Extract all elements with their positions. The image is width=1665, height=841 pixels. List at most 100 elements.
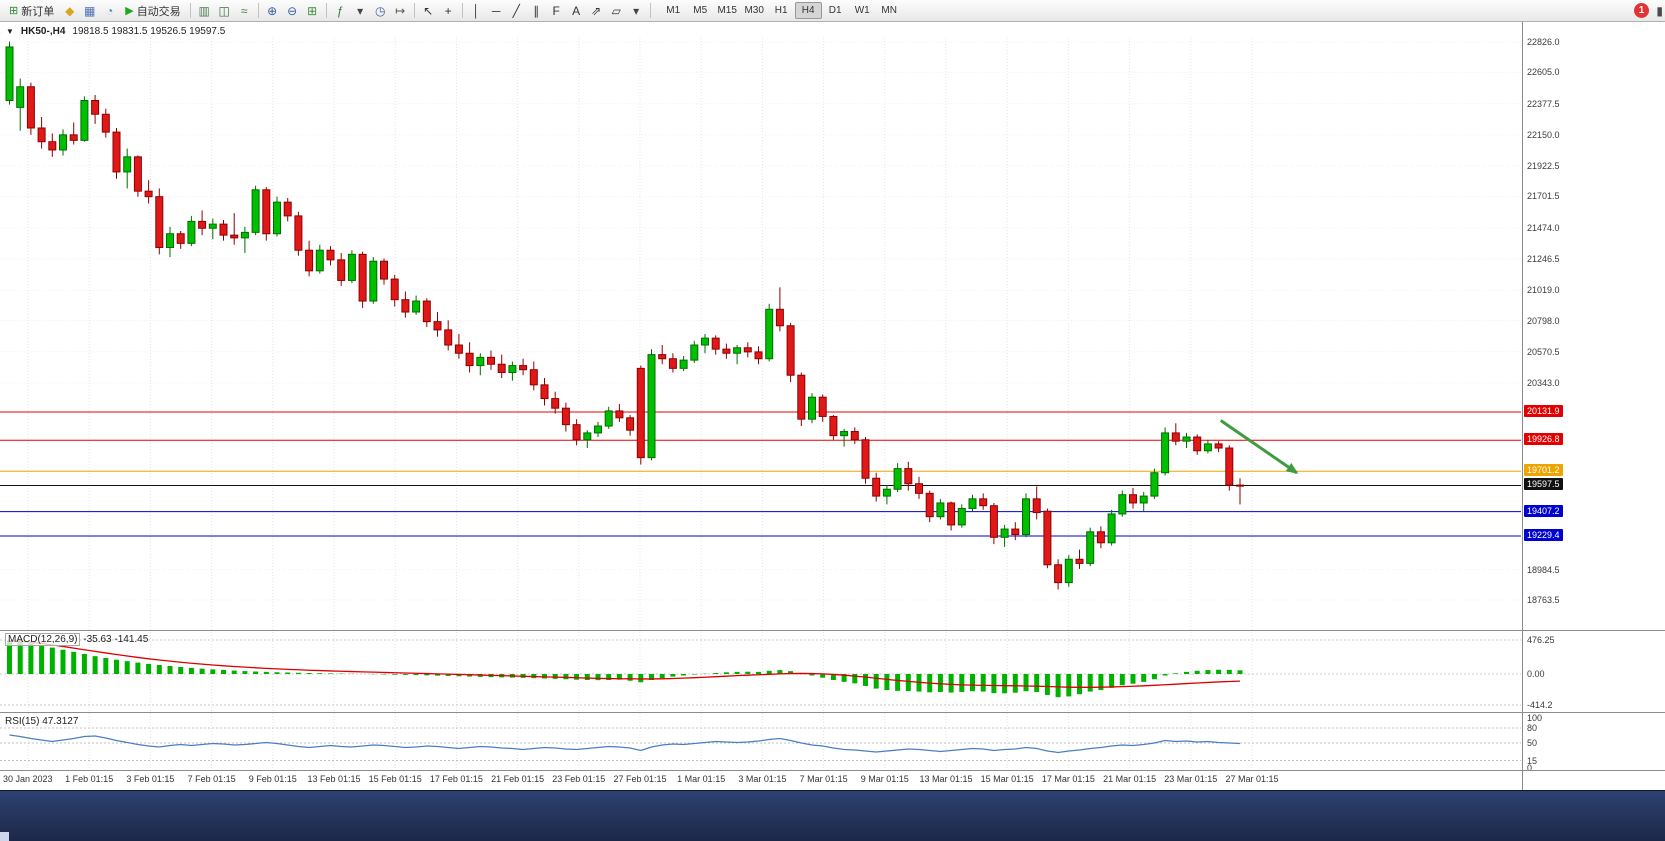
price-tick: 18984.5	[1527, 564, 1560, 575]
new-order-button[interactable]: ⊞ 新订单	[4, 2, 59, 20]
timeframe-buttons: M1 M5 M15 M30 H1 H4 D1 W1 MN	[660, 2, 903, 19]
profiles-icon[interactable]: ◆	[65, 3, 75, 18]
new-order-icon: ⊞	[9, 5, 19, 17]
period-icon[interactable]: ◷	[374, 3, 386, 18]
time-label: 17 Feb 01:15	[429, 774, 483, 784]
price-tick: 20798.0	[1527, 315, 1560, 326]
rsi-axis-label: 50	[1527, 738, 1538, 748]
toolbar-separator	[189, 3, 191, 18]
channel-icon[interactable]: ∥	[533, 3, 540, 18]
time-label: 15 Mar 01:15	[980, 774, 1034, 784]
price-tick: 22150.0	[1527, 129, 1560, 140]
macd-axis-label: 476.25	[1527, 635, 1555, 645]
price-tick: 22377.5	[1527, 98, 1560, 109]
price-tick: 21246.5	[1527, 253, 1560, 264]
rsi-value: 47.3127	[42, 716, 79, 727]
macd-name: MACD(12,26,9)	[5, 633, 81, 646]
timeframe-h1[interactable]: H1	[774, 5, 788, 16]
text-icon[interactable]: A	[572, 3, 581, 18]
ohlc-values: 19818.5 19831.5 19526.5 19597.5	[72, 26, 226, 37]
price-tick: 21474.0	[1527, 222, 1560, 233]
trend-arrow-annotation[interactable]	[1219, 419, 1299, 474]
shapes-icon[interactable]: ▱	[611, 3, 621, 18]
time-label: 17 Mar 01:15	[1041, 774, 1095, 784]
vertical-line-icon[interactable]: │	[472, 3, 480, 18]
charts-window-icon[interactable]: ▦	[84, 3, 96, 18]
price-tag: 19597.5	[1524, 478, 1563, 491]
panel-divider-macd[interactable]	[0, 630, 1665, 631]
symbol-period: HK50-,H4	[20, 26, 66, 37]
panel-divider-timeaxis	[0, 770, 1665, 771]
auto-trading-button[interactable]: ▶ 自动交易	[120, 2, 185, 20]
indicators-dropdown-icon[interactable]: ▾	[357, 3, 364, 18]
refresh-icon[interactable]: ◔	[106, 3, 114, 18]
zoom-in-icon[interactable]: ⊕	[267, 3, 278, 18]
crosshair-icon[interactable]: +	[444, 3, 452, 18]
rsi-name: RSI(15)	[5, 716, 40, 727]
cursor-icon[interactable]: ↖	[423, 3, 434, 18]
timeframe-m30[interactable]: M30	[744, 5, 764, 16]
price-tick: 20570.5	[1527, 346, 1560, 357]
fibonacci-icon[interactable]: F	[552, 3, 560, 18]
bottom-panel	[0, 790, 1665, 841]
toolbar-separator	[461, 3, 463, 18]
trendline-icon[interactable]: ╱	[512, 3, 520, 18]
price-tag: 19701.2	[1524, 464, 1563, 477]
rsi-axis-label: 15	[1527, 755, 1538, 766]
level-lines	[0, 411, 1521, 537]
resize-grip[interactable]	[0, 832, 9, 841]
candles	[5, 41, 1244, 590]
time-label: 9 Feb 01:15	[248, 774, 297, 784]
indicators-icon[interactable]: ƒ	[336, 3, 344, 18]
macd-label[interactable]: MACD(12,26,9) -35.63 -141.45	[5, 633, 149, 646]
macd-plot	[7, 640, 1243, 698]
candlestick-chart-icon[interactable]: ◫	[218, 3, 230, 18]
time-label: 1 Feb 01:15	[65, 774, 114, 784]
collapse-icon[interactable]: ▼	[6, 27, 14, 36]
notification-badge[interactable]: 1	[1634, 3, 1649, 18]
time-axis[interactable]: 30 Jan 2023 1 Feb 01:15 3 Feb 01:15 7 Feb 0…	[0, 774, 1521, 788]
auto-trading-button-label: 自动交易	[136, 5, 181, 18]
rsi-plot	[9, 734, 1241, 754]
bar-chart-icon[interactable]: ▥	[198, 3, 210, 18]
arrows-icon[interactable]: ⇗	[591, 3, 602, 18]
chart-shift-icon[interactable]: ↦	[395, 3, 406, 18]
timeframe-m15[interactable]: M15	[717, 5, 737, 16]
time-label: 7 Feb 01:15	[187, 774, 236, 784]
rsi-axis-label: 0	[1527, 763, 1533, 773]
timeframe-h4[interactable]: H4	[794, 2, 822, 19]
new-order-button-label: 新订单	[21, 5, 55, 18]
price-axis[interactable]: 22826.0 22605.0 22377.5 22150.0 21922.5 21701…	[1522, 22, 1665, 790]
price-tick: 18763.5	[1527, 595, 1560, 605]
price-tag: 19926.8	[1524, 433, 1563, 446]
horizontal-line-icon[interactable]: ─	[491, 3, 501, 18]
time-label: 15 Feb 01:15	[368, 774, 422, 784]
timeframe-mn[interactable]: MN	[881, 5, 897, 16]
rsi-axis-label: 80	[1527, 723, 1538, 733]
rsi-label[interactable]: RSI(15) 47.3127	[5, 716, 78, 727]
macd-signal-line	[9, 640, 1241, 688]
timeframe-m1[interactable]: M1	[666, 5, 681, 16]
line-chart-icon[interactable]: ≈	[240, 3, 248, 18]
price-tick: 21019.0	[1527, 285, 1560, 296]
shapes-dropdown-icon[interactable]: ▾	[633, 3, 640, 18]
chart-info: ▼ HK50-,H4 19818.5 19831.5 19526.5 19597…	[6, 26, 225, 37]
price-tick: 22826.0	[1527, 37, 1560, 47]
zoom-out-icon[interactable]: ⊖	[287, 3, 298, 18]
timeframe-d1[interactable]: D1	[828, 5, 842, 16]
grid	[0, 38, 1521, 770]
time-label: 23 Feb 01:15	[552, 774, 606, 784]
time-label: 27 Mar 01:15	[1225, 774, 1279, 784]
time-label: 30 Jan 2023	[3, 774, 53, 784]
time-label: 21 Feb 01:15	[491, 774, 545, 784]
time-label: 23 Mar 01:15	[1164, 774, 1218, 784]
macd-values: -35.63 -141.45	[83, 634, 149, 645]
price-tag: 19229.4	[1524, 529, 1563, 541]
price-tag: 19407.2	[1524, 504, 1563, 517]
chart-plot[interactable]	[0, 22, 1522, 788]
tile-windows-icon[interactable]: ⊞	[307, 3, 318, 18]
time-label: 27 Feb 01:15	[613, 774, 667, 784]
panel-divider-rsi[interactable]	[0, 712, 1665, 713]
timeframe-w1[interactable]: W1	[854, 5, 870, 16]
timeframe-m5[interactable]: M5	[693, 5, 708, 16]
